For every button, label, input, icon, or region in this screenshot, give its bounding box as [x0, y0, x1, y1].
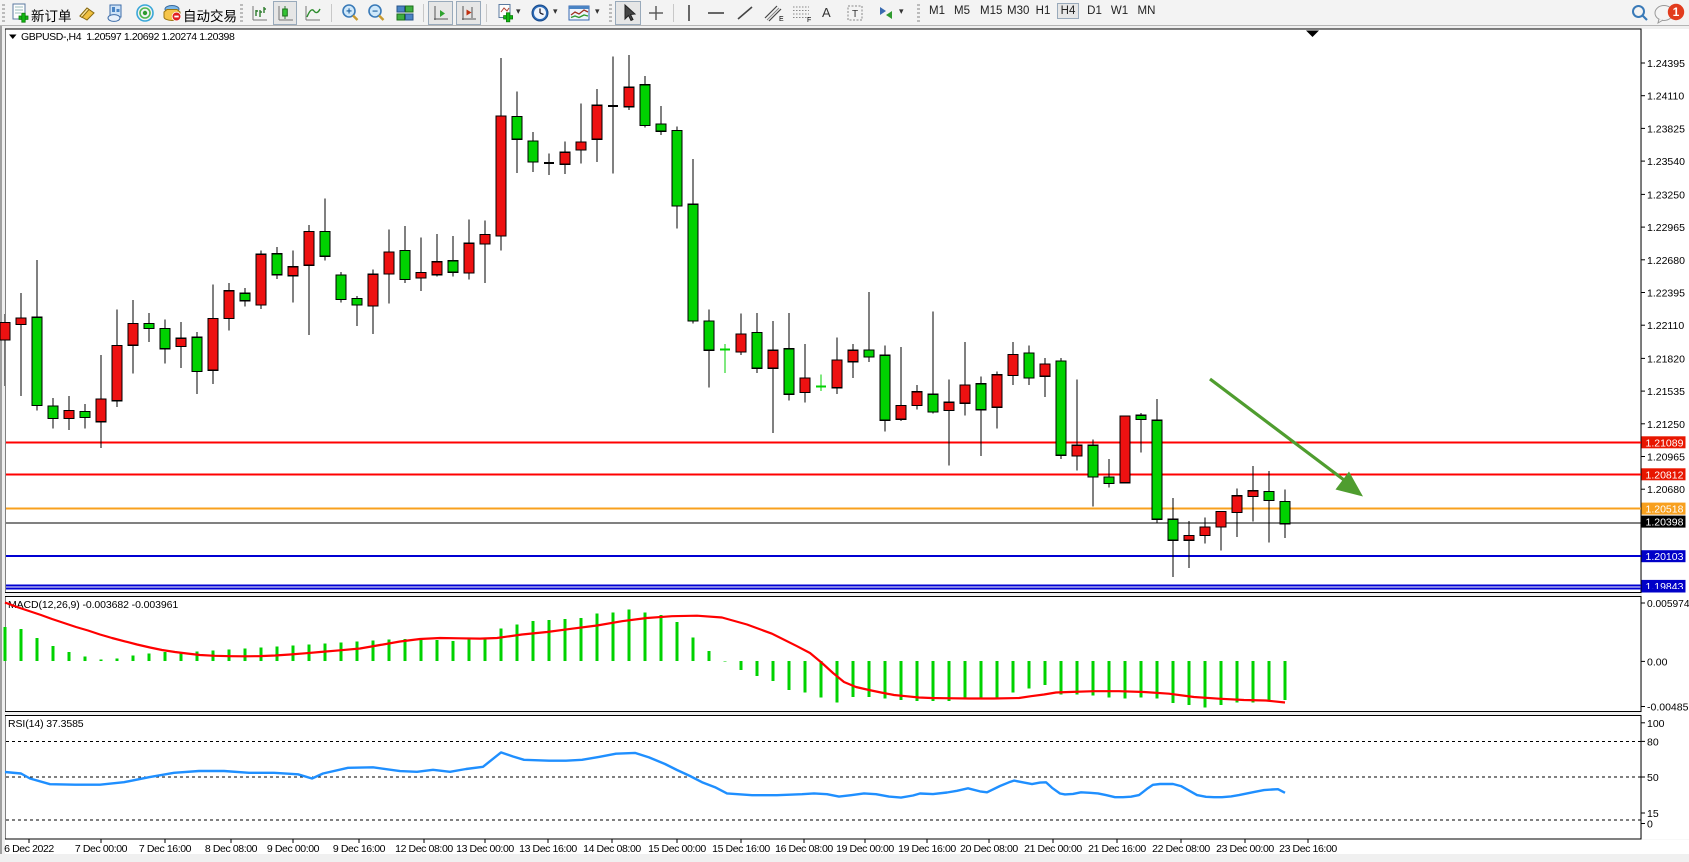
svg-text:1.22680: 1.22680	[1647, 255, 1685, 267]
svg-text:19 Dec 00:00: 19 Dec 00:00	[836, 843, 894, 855]
svg-text:16 Dec 08:00: 16 Dec 08:00	[775, 843, 833, 855]
svg-text:1.20103: 1.20103	[1646, 551, 1684, 563]
svg-text:1.23825: 1.23825	[1647, 123, 1685, 135]
svg-text:13 Dec 16:00: 13 Dec 16:00	[519, 843, 577, 855]
svg-text:1.20518: 1.20518	[1646, 504, 1684, 516]
svg-text:13 Dec 00:00: 13 Dec 00:00	[456, 843, 514, 855]
svg-text:15: 15	[1647, 808, 1659, 820]
svg-text:15 Dec 16:00: 15 Dec 16:00	[712, 843, 770, 855]
svg-text:80: 80	[1647, 736, 1659, 748]
svg-text:1.21535: 1.21535	[1647, 386, 1685, 398]
svg-text:23 Dec 00:00: 23 Dec 00:00	[1216, 843, 1274, 855]
svg-text:22 Dec 08:00: 22 Dec 08:00	[1152, 843, 1210, 855]
svg-text:7 Dec 00:00: 7 Dec 00:00	[75, 843, 128, 855]
svg-text:7 Dec 16:00: 7 Dec 16:00	[139, 843, 192, 855]
svg-text:+: +	[346, 7, 352, 18]
svg-text:1.23540: 1.23540	[1647, 156, 1685, 168]
svg-text:F: F	[807, 17, 811, 23]
svg-text:GBPUSD-,H4 1.20597 1.20692 1.: GBPUSD-,H4 1.20597 1.20692 1.20274 1.203…	[21, 31, 235, 43]
svg-text:1.22395: 1.22395	[1647, 288, 1685, 300]
svg-text:1.24110: 1.24110	[1647, 91, 1684, 103]
svg-text:RSI(14) 37.3585: RSI(14) 37.3585	[8, 718, 84, 730]
svg-text:1.23250: 1.23250	[1647, 189, 1685, 201]
svg-text:19 Dec 16:00: 19 Dec 16:00	[898, 843, 956, 855]
svg-text:21 Dec 16:00: 21 Dec 16:00	[1088, 843, 1146, 855]
svg-text:9 Dec 00:00: 9 Dec 00:00	[267, 843, 320, 855]
svg-text:1.22965: 1.22965	[1647, 222, 1685, 234]
svg-text:100: 100	[1647, 718, 1665, 730]
svg-text:1.20965: 1.20965	[1647, 452, 1685, 464]
svg-text:1.22110: 1.22110	[1647, 320, 1684, 332]
svg-text:1.21250: 1.21250	[1647, 419, 1685, 431]
svg-text:E: E	[779, 16, 784, 23]
svg-text:1.24395: 1.24395	[1647, 58, 1685, 70]
svg-text:9 Dec 16:00: 9 Dec 16:00	[333, 843, 386, 855]
svg-text:6 Dec 2022: 6 Dec 2022	[4, 843, 54, 855]
svg-text:−: −	[372, 7, 378, 18]
svg-text:14 Dec 08:00: 14 Dec 08:00	[583, 843, 641, 855]
svg-text:1: 1	[1673, 5, 1680, 19]
svg-text:1.21089: 1.21089	[1646, 437, 1684, 449]
svg-text:T: T	[852, 9, 858, 20]
svg-text:1.20812: 1.20812	[1646, 469, 1684, 481]
svg-text:0.00: 0.00	[1647, 656, 1668, 668]
svg-text:0: 0	[1647, 819, 1653, 831]
svg-text:21 Dec 00:00: 21 Dec 00:00	[1024, 843, 1082, 855]
svg-text:MACD(12,26,9) -0.003682 -0.003: MACD(12,26,9) -0.003682 -0.003961	[8, 599, 178, 611]
svg-text:0.005974: 0.005974	[1647, 599, 1689, 610]
svg-text:12 Dec 08:00: 12 Dec 08:00	[395, 843, 453, 855]
svg-text:-0.00485: -0.00485	[1647, 702, 1689, 714]
svg-text:15 Dec 00:00: 15 Dec 00:00	[648, 843, 706, 855]
svg-text:1.21820: 1.21820	[1647, 353, 1685, 365]
svg-text:1.20398: 1.20398	[1646, 517, 1684, 529]
svg-text:20 Dec 08:00: 20 Dec 08:00	[960, 843, 1018, 855]
svg-text:8 Dec 08:00: 8 Dec 08:00	[205, 843, 258, 855]
svg-text:1.20680: 1.20680	[1647, 484, 1685, 496]
svg-text:23 Dec 16:00: 23 Dec 16:00	[1279, 843, 1337, 855]
svg-text:50: 50	[1647, 772, 1659, 784]
